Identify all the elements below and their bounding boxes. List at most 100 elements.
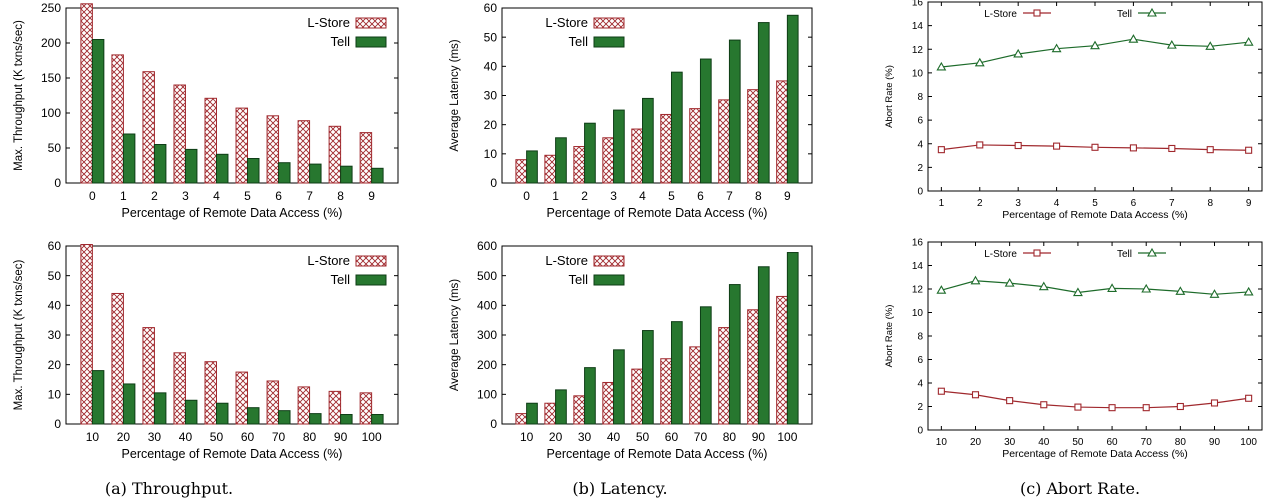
bar-lstore (544, 402, 557, 425)
y-tick-label: 0 (54, 417, 61, 431)
x-tick-label: 100 (777, 430, 797, 444)
point-lstore (1053, 142, 1061, 150)
x-tick-label: 2 (581, 189, 588, 203)
bar-tell (699, 306, 712, 425)
bar-tell (526, 402, 538, 425)
y-axis-label: Abort Rate (%) (884, 305, 895, 368)
x-tick-label: 80 (1175, 437, 1187, 448)
legend-marker-tell (1147, 247, 1157, 257)
point-lstore (1168, 144, 1176, 153)
bar-lstore (297, 120, 311, 184)
x-tick-label: 90 (752, 430, 766, 444)
y-tick-label: 50 (48, 141, 62, 155)
bar-lstore (235, 107, 249, 184)
y-tick-label: 6 (917, 116, 923, 127)
legend-swatch-lstore (355, 17, 387, 29)
legend-marker-lstore (1033, 9, 1041, 17)
point-tell (1209, 289, 1220, 298)
point-tell (970, 275, 981, 285)
x-tick-label: 30 (1004, 437, 1016, 448)
chart-panel-6: 0 2 4 6 8 10 12 14 16 Abort Rate (%) Percentage of… (884, 238, 1263, 460)
x-tick-label: 30 (148, 430, 162, 444)
bar-lstore (776, 80, 788, 184)
x-tick-label: 1 (552, 189, 559, 203)
x-tick-label: 80 (723, 430, 737, 444)
x-tick-label: 5 (1092, 198, 1098, 209)
bar-lstore (689, 346, 701, 425)
y-tick-label: 500 (477, 269, 497, 283)
bar-lstore (776, 295, 788, 425)
x-tick-label: 40 (1038, 437, 1050, 448)
y-tick-label: 200 (477, 358, 497, 372)
point-tell (974, 57, 985, 67)
x-tick-label: 8 (337, 189, 344, 203)
y-tick-label: 6 (917, 355, 923, 366)
bar-tell (215, 402, 229, 425)
y-tick-label: 40 (484, 60, 498, 74)
legend-swatch-lstore (355, 255, 387, 267)
x-tick-label: 20 (117, 430, 131, 444)
bar-tell (613, 109, 625, 184)
y-tick-label: 0 (917, 187, 923, 198)
bar-tell (215, 153, 229, 184)
bar-tell (153, 144, 167, 184)
point-lstore (1040, 401, 1048, 409)
bar-tell (184, 399, 198, 425)
legend-label: L-Store (545, 15, 588, 30)
x-tick-label: 10 (936, 437, 948, 448)
legend-marker-tell (1147, 7, 1157, 17)
y-tick-label: 30 (484, 89, 498, 103)
x-tick-label: 100 (362, 430, 382, 444)
y-tick-label: 10 (912, 68, 924, 79)
x-axis-label: Percentage of Remote Data Access (%) (1002, 209, 1188, 221)
chart-panel-5: 0 100 200 300 400 500 600 Average Latency (ms) P… (449, 239, 813, 461)
bar-lstore (359, 132, 373, 184)
bar-lstore (266, 380, 280, 425)
x-tick-label: 60 (1107, 437, 1119, 448)
point-tell (1243, 37, 1254, 46)
y-tick-label: 50 (48, 269, 62, 283)
point-lstore (1108, 404, 1116, 412)
x-tick-label: 1 (939, 198, 945, 209)
x-tick-label: 0 (523, 189, 530, 203)
legend-swatch-tell (355, 274, 387, 286)
y-tick-label: 10 (484, 147, 498, 161)
y-tick-label: 2 (917, 163, 923, 174)
caption-latency: (b) Latency. (572, 479, 667, 498)
legend-label: L-Store (307, 253, 350, 268)
bar-tell (122, 133, 136, 184)
bar-lstore (631, 368, 644, 425)
bar-tell (153, 392, 167, 425)
bar-tell (642, 97, 654, 184)
bar-lstore (266, 115, 280, 184)
x-tick-label: 6 (275, 189, 282, 203)
y-tick-label: 300 (477, 328, 497, 342)
x-tick-label: 30 (578, 430, 592, 444)
legend-label: L-Store (545, 253, 588, 268)
y-tick-label: 2 (917, 402, 923, 413)
bar-tell (584, 122, 596, 184)
y-tick-label: 20 (48, 358, 62, 372)
bar-tell (340, 165, 353, 184)
x-tick-label: 6 (1131, 198, 1137, 209)
point-lstore (1129, 144, 1137, 152)
bar-tell (526, 150, 538, 184)
x-tick-label: 4 (213, 189, 220, 203)
point-lstore (1091, 143, 1099, 151)
bar-tell (642, 330, 654, 425)
bar-tell (728, 284, 741, 425)
y-tick-label: 10 (48, 388, 62, 402)
y-axis-label: Max. Throughput (K txns/sec) (13, 20, 25, 171)
y-tick-label: 10 (912, 308, 924, 319)
point-tell (1072, 287, 1083, 297)
y-tick-label: 0 (917, 426, 923, 437)
bar-lstore (689, 108, 701, 184)
bar-tell (91, 39, 105, 184)
bar-tell (757, 22, 770, 184)
x-tick-label: 2 (977, 198, 983, 209)
bar-lstore (111, 292, 124, 425)
legend-label: Tell (330, 272, 350, 287)
y-axis-label: Average Latency (ms) (449, 279, 461, 391)
x-tick-label: 3 (610, 189, 617, 203)
